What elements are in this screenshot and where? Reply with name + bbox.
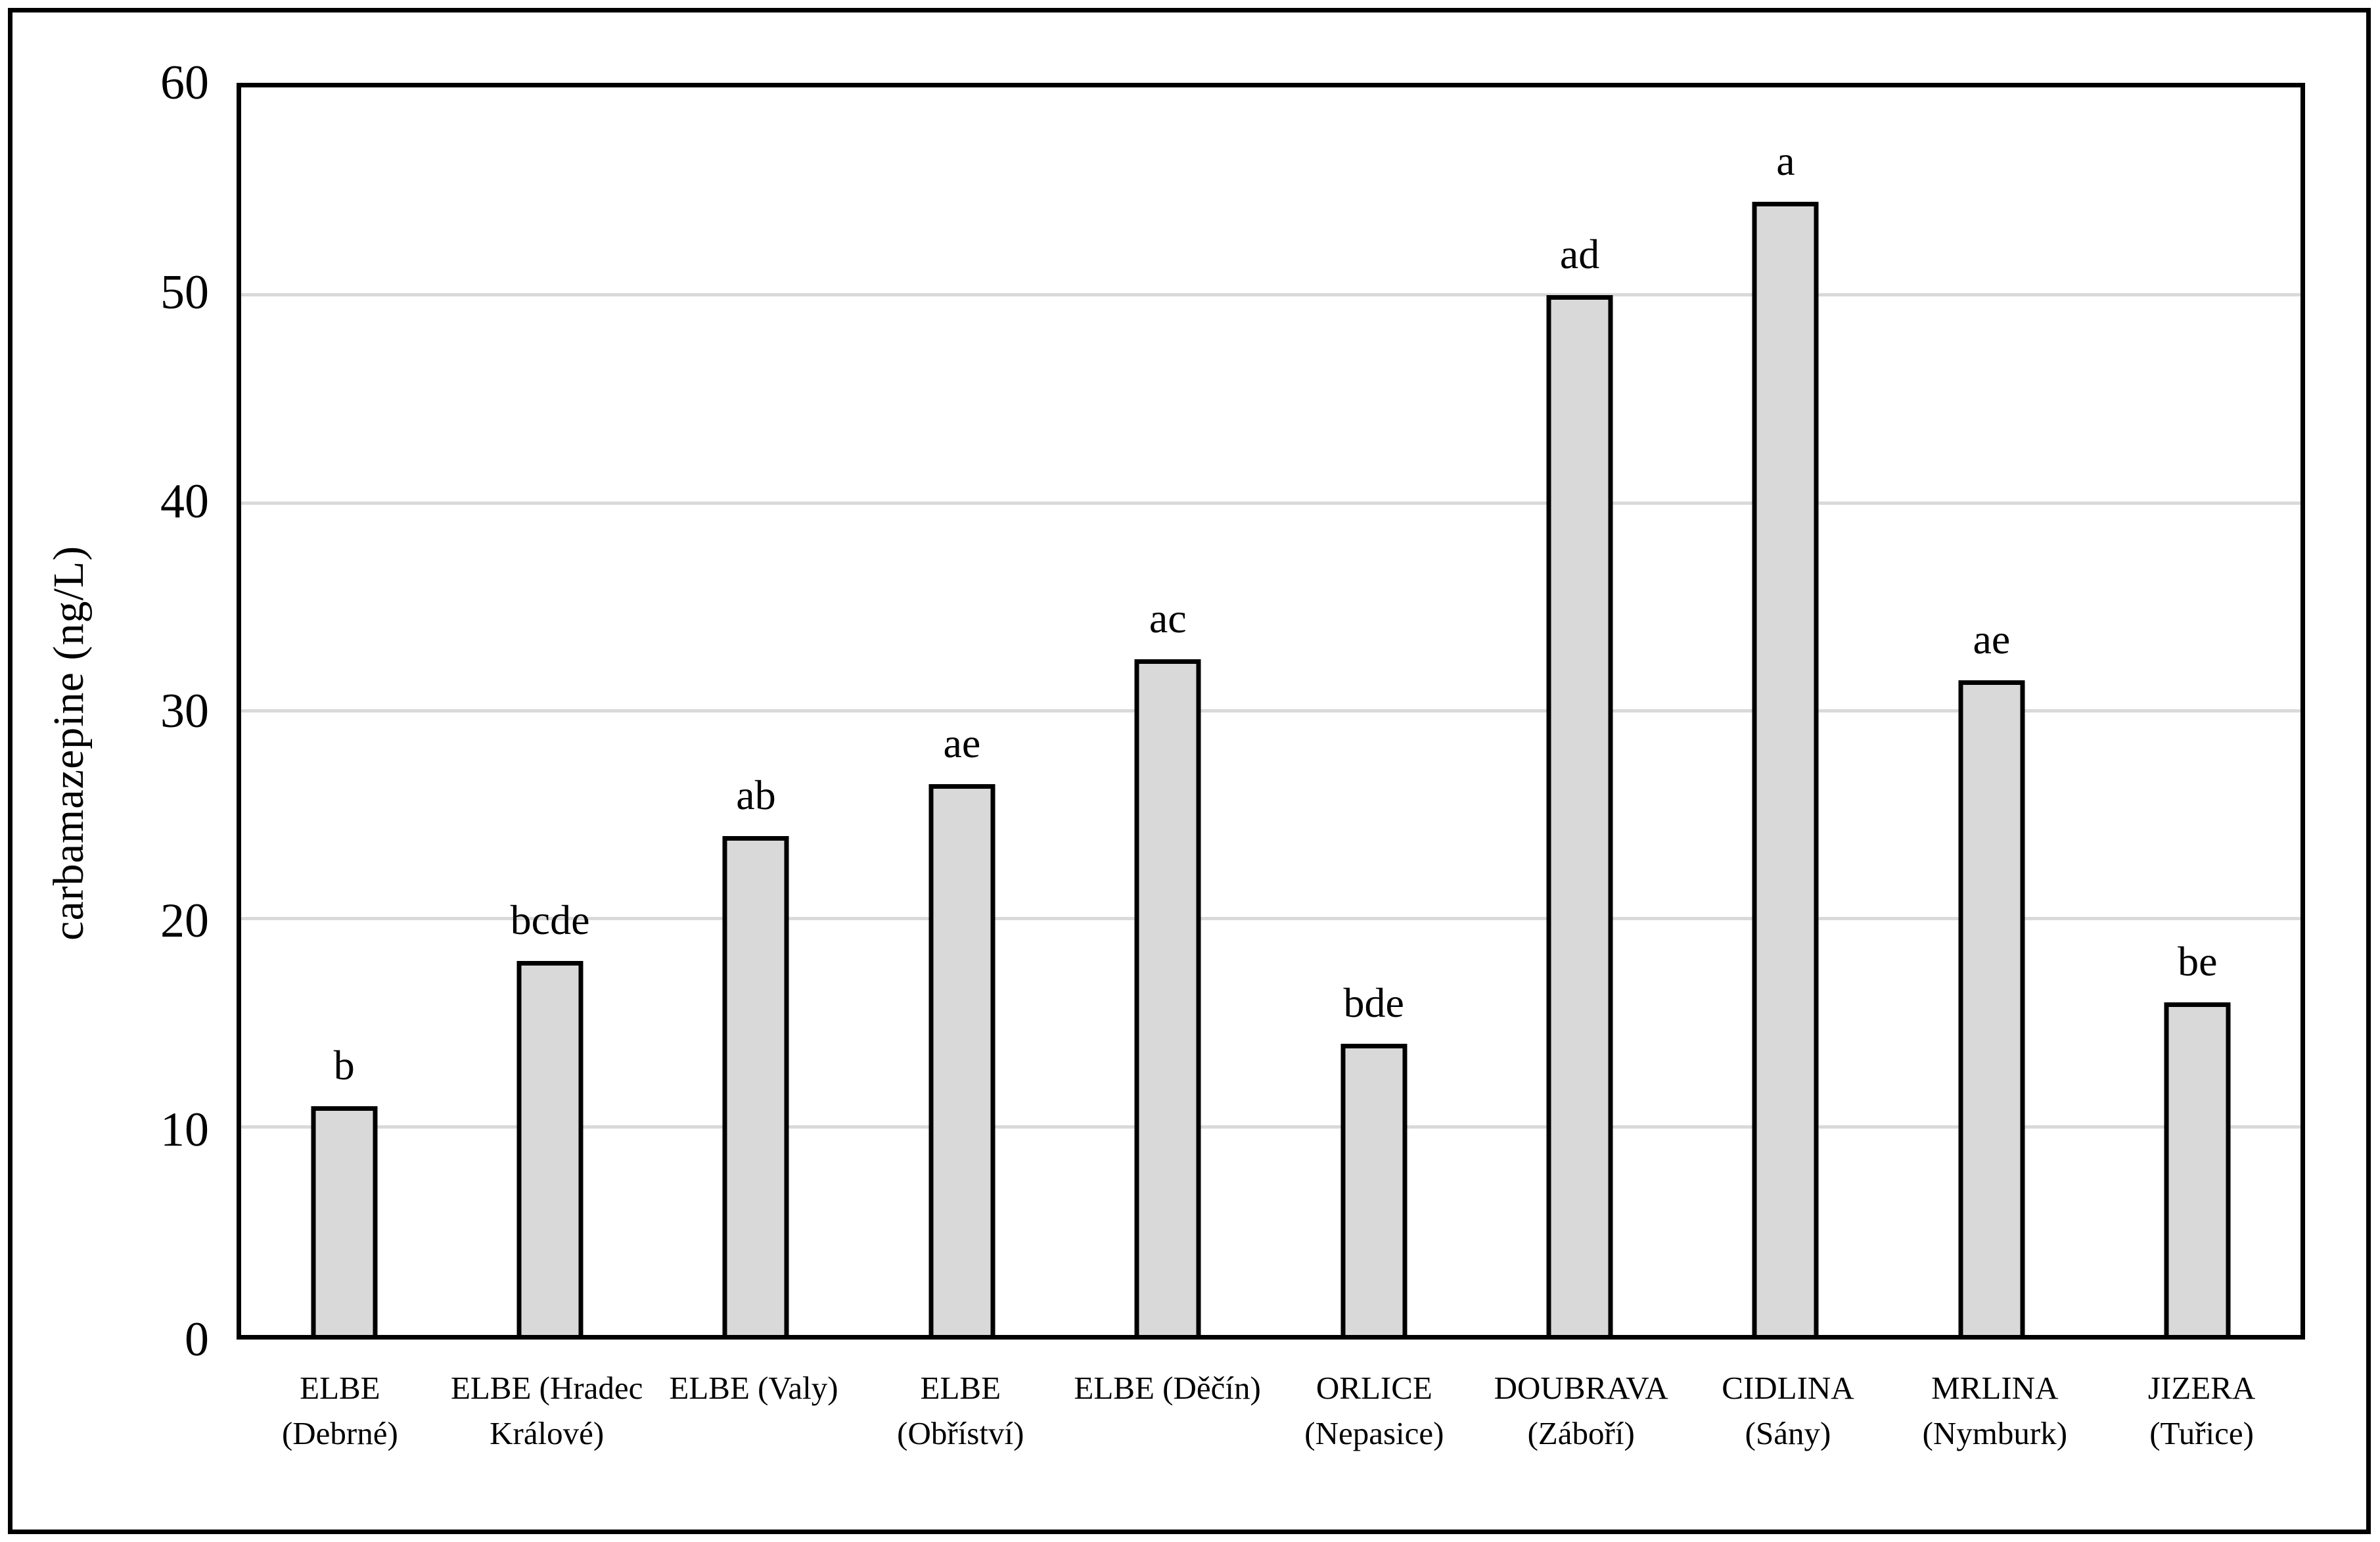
significance-letter-1: b [333,1042,355,1089]
y-tick-label-0: 0 [185,1313,209,1367]
bar-slot-1: b [241,87,447,1335]
x-category-label-4: ELBE (Obříství) [897,1370,1024,1451]
bar-8 [1752,201,1819,1335]
x-axis-category-labels: ELBE (Debrné) ELBE (Hradec Králové) ELBE (… [237,1366,2305,1524]
significance-letter-3: ab [736,771,776,818]
x-category-label-6: ORLICE (Nepasice) [1304,1370,1444,1451]
bar-7 [1546,295,1613,1335]
y-tick-label-50: 50 [160,265,209,319]
plot-area: b bcde ab ae ac bde ad a ae be [237,83,2305,1340]
gridline-30 [241,709,2300,713]
x-category-label-2: ELBE (Hradec Králové) [450,1370,643,1451]
bar-slot-7: ad [1476,87,1682,1335]
bar-slot-6: bde [1271,87,1476,1335]
significance-letter-7: ad [1559,231,1600,278]
gridline-20 [241,917,2300,921]
y-tick-label-30: 30 [160,684,209,738]
significance-letter-6: bde [1343,979,1404,1027]
y-tick-label-10: 10 [160,1103,209,1157]
significance-letter-8: a [1776,137,1795,184]
bar-slot-3: ab [653,87,859,1335]
bar-6 [1340,1044,1407,1335]
bar-4 [928,783,995,1335]
bar-9 [1958,680,2025,1335]
bar-5 [1134,659,1201,1335]
x-category-label-10: JIZERA (Tuřice) [2147,1370,2256,1451]
significance-letter-2: bcde [510,896,590,943]
bar-slot-9: ae [1888,87,2094,1335]
gridline-50 [241,293,2300,297]
significance-letter-4: ae [943,719,981,766]
y-axis-tick-labels: 0 10 20 30 40 50 60 [0,58,209,1364]
x-category-label-1: ELBE (Debrné) [281,1370,398,1451]
x-category-label-3: ELBE (Valy) [669,1370,838,1406]
x-category-label-5: ELBE (Děčín) [1074,1370,1261,1406]
y-tick-label-20: 20 [160,893,209,948]
bar-3 [722,835,789,1335]
y-tick-label-60: 60 [160,56,209,110]
y-tick-label-40: 40 [160,475,209,529]
bar-1 [311,1106,378,1335]
gridline-10 [241,1125,2300,1129]
x-category-label-7: DOUBRAVA (Záboří) [1494,1370,1668,1451]
bar-slot-4: ae [859,87,1064,1335]
bar-slot-5: ac [1065,87,1271,1335]
x-category-label-8: CIDLINA (Sány) [1722,1370,1854,1451]
significance-letter-5: ac [1149,594,1187,642]
bar-slot-8: a [1683,87,1888,1335]
bar-slot-2: bcde [447,87,652,1335]
bar-slot-10: be [2095,87,2300,1335]
significance-letter-9: ae [1973,615,2011,663]
significance-letter-10: be [2178,937,2218,985]
x-category-label-9: MRLINA (Nymburk) [1922,1370,2068,1451]
bar-2 [516,960,584,1335]
bar-10 [2164,1002,2231,1335]
gridline-40 [241,501,2300,505]
